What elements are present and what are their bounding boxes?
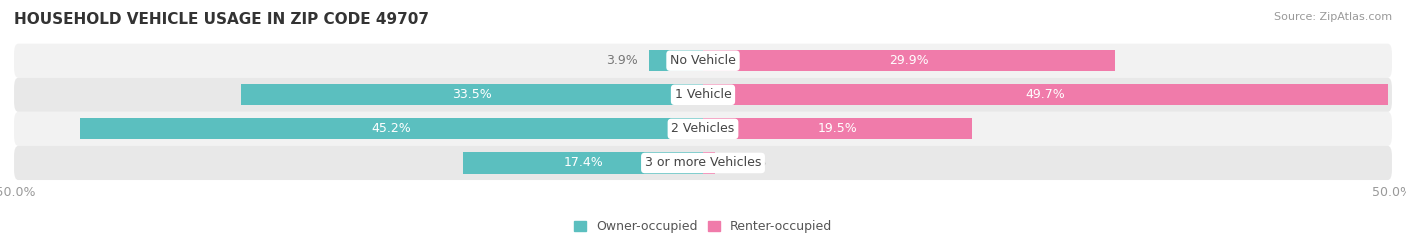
Bar <box>242 84 703 105</box>
Text: HOUSEHOLD VEHICLE USAGE IN ZIP CODE 49707: HOUSEHOLD VEHICLE USAGE IN ZIP CODE 4970… <box>14 12 429 27</box>
Text: 33.5%: 33.5% <box>453 88 492 101</box>
Text: 19.5%: 19.5% <box>817 122 858 135</box>
Bar <box>703 84 1388 105</box>
Text: 3 or more Vehicles: 3 or more Vehicles <box>645 157 761 169</box>
Text: No Vehicle: No Vehicle <box>671 54 735 67</box>
Text: Source: ZipAtlas.com: Source: ZipAtlas.com <box>1274 12 1392 22</box>
Bar <box>80 118 703 140</box>
FancyBboxPatch shape <box>14 44 1392 78</box>
Text: 45.2%: 45.2% <box>371 122 412 135</box>
Text: 17.4%: 17.4% <box>564 157 603 169</box>
Text: 1 Vehicle: 1 Vehicle <box>675 88 731 101</box>
Bar <box>703 152 716 174</box>
Text: 0.87%: 0.87% <box>725 157 766 169</box>
Text: 3.9%: 3.9% <box>606 54 638 67</box>
Bar <box>703 50 1115 71</box>
FancyBboxPatch shape <box>14 112 1392 146</box>
Bar <box>703 118 972 140</box>
FancyBboxPatch shape <box>14 146 1392 180</box>
Bar <box>650 50 703 71</box>
FancyBboxPatch shape <box>14 78 1392 112</box>
Text: 29.9%: 29.9% <box>889 54 929 67</box>
Bar <box>463 152 703 174</box>
Text: 49.7%: 49.7% <box>1025 88 1066 101</box>
Text: 2 Vehicles: 2 Vehicles <box>672 122 734 135</box>
Legend: Owner-occupied, Renter-occupied: Owner-occupied, Renter-occupied <box>568 215 838 233</box>
